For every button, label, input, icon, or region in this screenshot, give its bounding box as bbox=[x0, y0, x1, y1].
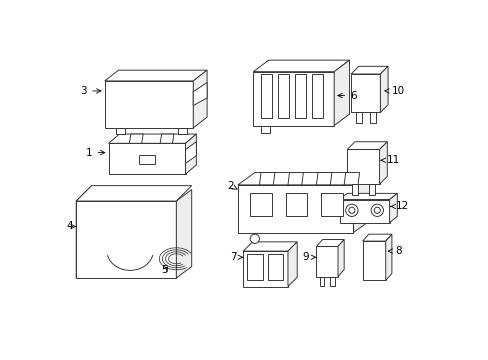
Polygon shape bbox=[193, 70, 207, 128]
Circle shape bbox=[345, 204, 357, 216]
Polygon shape bbox=[76, 186, 191, 201]
Text: 7: 7 bbox=[229, 252, 242, 262]
Polygon shape bbox=[350, 66, 387, 74]
Polygon shape bbox=[104, 70, 207, 81]
Polygon shape bbox=[287, 172, 303, 185]
Polygon shape bbox=[346, 142, 386, 149]
Polygon shape bbox=[193, 82, 207, 105]
Polygon shape bbox=[267, 254, 283, 280]
Polygon shape bbox=[238, 185, 353, 233]
Polygon shape bbox=[261, 74, 271, 118]
Polygon shape bbox=[261, 126, 270, 133]
Polygon shape bbox=[176, 189, 191, 278]
Polygon shape bbox=[333, 60, 349, 126]
Text: 10: 10 bbox=[384, 86, 404, 96]
Polygon shape bbox=[351, 184, 357, 195]
Polygon shape bbox=[321, 193, 342, 216]
Text: 2: 2 bbox=[226, 181, 237, 191]
Polygon shape bbox=[353, 172, 369, 233]
Circle shape bbox=[250, 234, 259, 243]
Polygon shape bbox=[362, 241, 385, 280]
Polygon shape bbox=[355, 112, 361, 123]
Polygon shape bbox=[339, 199, 389, 222]
Polygon shape bbox=[253, 60, 349, 72]
Polygon shape bbox=[368, 184, 374, 195]
Polygon shape bbox=[385, 234, 391, 280]
Polygon shape bbox=[277, 74, 288, 118]
Text: 8: 8 bbox=[387, 246, 401, 256]
Text: 12: 12 bbox=[390, 202, 408, 211]
Polygon shape bbox=[339, 193, 396, 199]
Polygon shape bbox=[259, 172, 274, 185]
Text: 6: 6 bbox=[337, 91, 356, 100]
Polygon shape bbox=[129, 134, 143, 143]
Text: 3: 3 bbox=[81, 86, 101, 96]
Polygon shape bbox=[250, 193, 271, 216]
Text: 4: 4 bbox=[66, 221, 76, 231]
Polygon shape bbox=[108, 143, 185, 174]
Polygon shape bbox=[108, 134, 196, 143]
Polygon shape bbox=[116, 128, 125, 134]
Polygon shape bbox=[178, 128, 187, 134]
Circle shape bbox=[348, 207, 354, 213]
Bar bbox=[139, 155, 154, 164]
Text: 9: 9 bbox=[302, 252, 315, 262]
Polygon shape bbox=[185, 142, 196, 163]
Text: 5: 5 bbox=[161, 265, 168, 275]
Polygon shape bbox=[380, 66, 387, 112]
Polygon shape bbox=[287, 242, 297, 287]
Polygon shape bbox=[253, 72, 333, 126]
Polygon shape bbox=[350, 74, 380, 112]
Polygon shape bbox=[346, 149, 379, 184]
Text: 11: 11 bbox=[380, 155, 399, 165]
Polygon shape bbox=[344, 172, 359, 185]
Polygon shape bbox=[319, 276, 324, 286]
Polygon shape bbox=[316, 172, 331, 185]
Polygon shape bbox=[294, 74, 305, 118]
Polygon shape bbox=[316, 247, 337, 276]
Polygon shape bbox=[337, 239, 344, 276]
Polygon shape bbox=[362, 234, 391, 241]
Polygon shape bbox=[311, 74, 322, 118]
Polygon shape bbox=[243, 251, 287, 287]
Polygon shape bbox=[246, 254, 262, 280]
Polygon shape bbox=[185, 134, 196, 174]
Polygon shape bbox=[76, 201, 176, 278]
Polygon shape bbox=[389, 193, 396, 222]
Polygon shape bbox=[379, 142, 386, 184]
Polygon shape bbox=[316, 239, 344, 247]
Polygon shape bbox=[329, 276, 334, 286]
Text: 1: 1 bbox=[86, 148, 104, 158]
Polygon shape bbox=[160, 134, 174, 143]
Polygon shape bbox=[243, 242, 297, 251]
Polygon shape bbox=[369, 112, 375, 123]
Polygon shape bbox=[76, 186, 91, 278]
Circle shape bbox=[370, 204, 383, 216]
Circle shape bbox=[373, 207, 380, 213]
Polygon shape bbox=[104, 81, 193, 128]
Polygon shape bbox=[238, 172, 369, 185]
Polygon shape bbox=[285, 193, 306, 216]
